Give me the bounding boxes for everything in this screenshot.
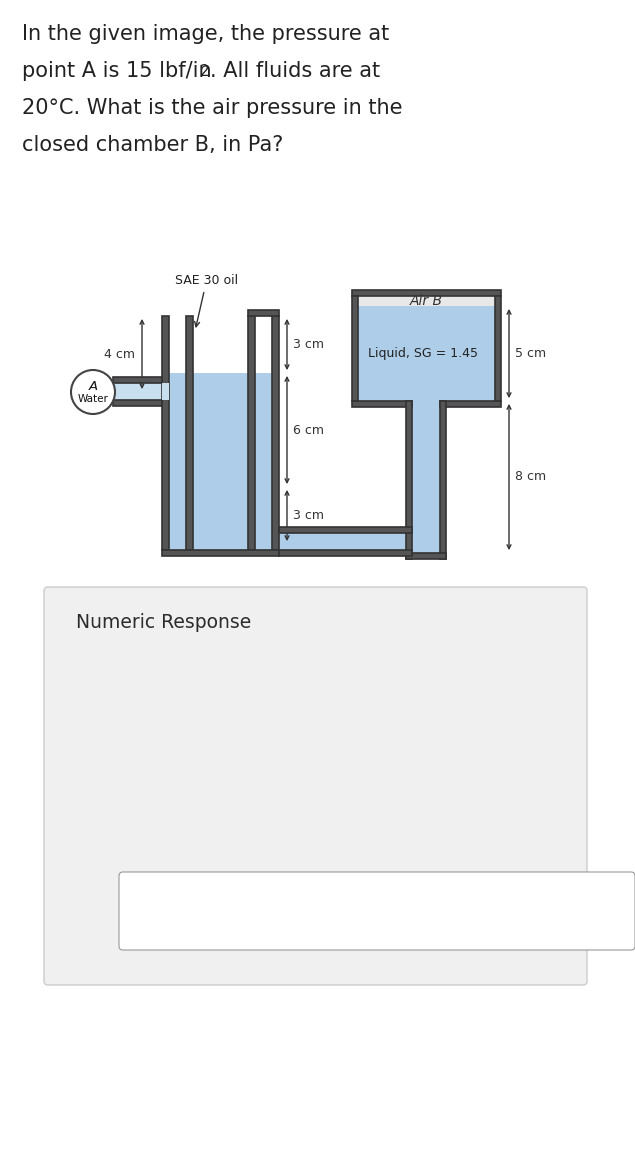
Bar: [352, 296, 358, 401]
Text: 3 cm: 3 cm: [293, 509, 324, 523]
Bar: [358, 306, 495, 401]
Bar: [113, 400, 162, 406]
Text: In the given image, the pressure at: In the given image, the pressure at: [22, 24, 389, 44]
Text: Numeric Response: Numeric Response: [76, 613, 251, 632]
Bar: [162, 383, 169, 400]
Text: closed chamber B, in Pa?: closed chamber B, in Pa?: [22, 135, 283, 155]
Bar: [406, 553, 446, 560]
Text: 4 cm: 4 cm: [104, 348, 135, 361]
Text: Water: Water: [77, 394, 109, 403]
Bar: [495, 296, 501, 401]
Text: SAE 30 oil: SAE 30 oil: [175, 274, 238, 327]
Bar: [248, 316, 255, 550]
Bar: [113, 377, 162, 383]
Text: point A is 15 lbf/in: point A is 15 lbf/in: [22, 61, 211, 81]
Bar: [162, 550, 279, 556]
Bar: [193, 373, 248, 550]
Bar: [412, 401, 440, 553]
Bar: [352, 401, 412, 407]
Text: Air B: Air B: [410, 294, 443, 307]
Bar: [406, 401, 412, 560]
Text: . All fluids are at: . All fluids are at: [210, 61, 380, 81]
Bar: [440, 401, 501, 407]
Bar: [279, 550, 412, 556]
Text: 2: 2: [200, 64, 210, 79]
Bar: [272, 316, 279, 550]
Bar: [352, 290, 501, 296]
Bar: [255, 373, 272, 550]
Bar: [169, 373, 186, 550]
Bar: [279, 527, 412, 533]
FancyBboxPatch shape: [44, 587, 587, 985]
FancyBboxPatch shape: [119, 872, 635, 950]
Text: 3 cm: 3 cm: [293, 338, 324, 351]
Text: 20°C. What is the air pressure in the: 20°C. What is the air pressure in the: [22, 98, 403, 118]
Text: Liquid, SG = 1.45: Liquid, SG = 1.45: [368, 347, 478, 360]
Bar: [279, 533, 412, 550]
Bar: [358, 296, 495, 306]
Bar: [162, 316, 169, 550]
Circle shape: [71, 370, 115, 414]
Bar: [440, 401, 446, 560]
Text: 6 cm: 6 cm: [293, 423, 324, 437]
Text: 8 cm: 8 cm: [515, 470, 546, 483]
Bar: [248, 310, 279, 316]
Text: A: A: [88, 380, 98, 393]
Bar: [186, 316, 193, 550]
Bar: [113, 383, 162, 400]
Text: 5 cm: 5 cm: [515, 347, 546, 360]
